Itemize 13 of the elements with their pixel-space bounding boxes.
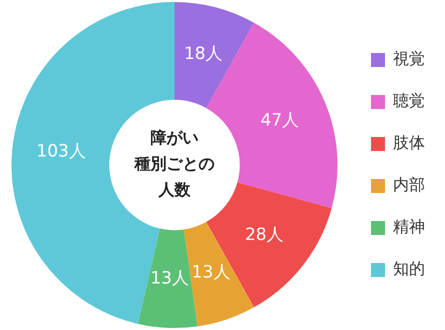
legend-label: 内部 [393, 175, 425, 194]
data-label: 28人 [244, 224, 284, 245]
legend-label: 肢体 [393, 133, 425, 152]
data-label: 13人 [192, 262, 230, 283]
data-label: 103人 [36, 142, 86, 162]
legend-label: 知的 [393, 259, 425, 278]
legend-label: 聴覚 [393, 91, 425, 110]
legend-label: 精神 [393, 217, 425, 236]
data-label: 13人 [150, 268, 189, 288]
legend-label: 視覚 [393, 49, 425, 68]
data-label: 18人 [184, 44, 223, 64]
text: 障がい種別ごとの人数 [134, 128, 214, 200]
data-label: 47人 [260, 110, 300, 130]
